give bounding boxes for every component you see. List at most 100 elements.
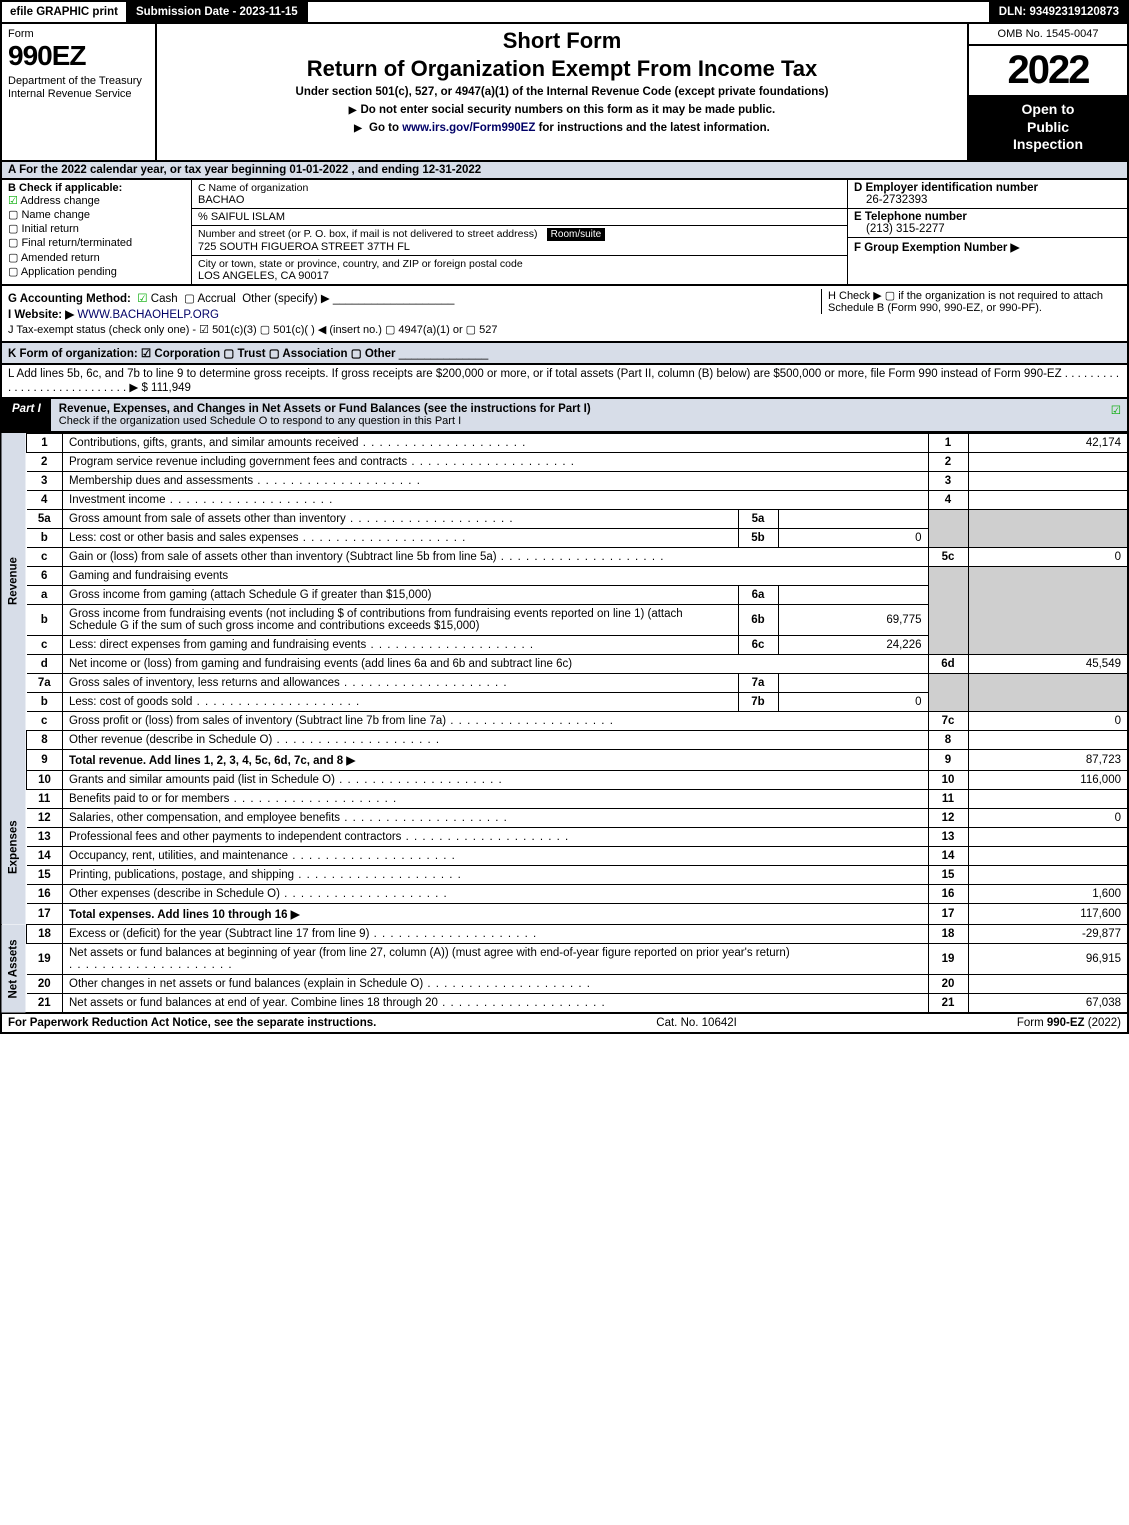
desc-19: Net assets or fund balances at beginning… bbox=[63, 943, 929, 974]
form-number: 990EZ bbox=[8, 40, 149, 72]
chk-accrual[interactable]: Accrual bbox=[197, 293, 235, 305]
desc-7a: Gross sales of inventory, less returns a… bbox=[63, 673, 739, 692]
num-17: 17 bbox=[928, 903, 968, 924]
website-link[interactable]: WWW.BACHAOHELP.ORG bbox=[77, 309, 219, 321]
shade-5-amt bbox=[968, 509, 1128, 547]
row-10: Expenses 10 Grants and similar amounts p… bbox=[1, 770, 1128, 789]
ln-6b: b bbox=[27, 604, 63, 635]
ln-5c: c bbox=[27, 547, 63, 566]
form-subtitle: Under section 501(c), 527, or 4947(a)(1)… bbox=[165, 86, 959, 98]
num-7c: 7c bbox=[928, 711, 968, 730]
shade-5 bbox=[928, 509, 968, 547]
chk-cash[interactable]: Cash bbox=[137, 293, 177, 305]
amt-4 bbox=[968, 490, 1128, 509]
desc-5b: Less: cost or other basis and sales expe… bbox=[63, 528, 739, 547]
desc-5a: Gross amount from sale of assets other t… bbox=[63, 509, 739, 528]
num-13: 13 bbox=[928, 827, 968, 846]
sub-6b: 6b bbox=[738, 604, 778, 635]
ln-6: 6 bbox=[27, 566, 63, 585]
side-expenses: Expenses bbox=[1, 770, 27, 924]
ssn-warning: Do not enter social security numbers on … bbox=[165, 104, 959, 116]
chk-initial-return[interactable]: Initial return bbox=[8, 222, 185, 236]
amt-13 bbox=[968, 827, 1128, 846]
sub-7b: 7b bbox=[738, 692, 778, 711]
ln-16: 16 bbox=[27, 884, 63, 903]
e-phone-label: E Telephone number bbox=[854, 211, 1121, 223]
shade-7-amt bbox=[968, 673, 1128, 711]
l-gross-receipts: L Add lines 5b, 6c, and 7b to line 9 to … bbox=[0, 365, 1129, 399]
amt-17: 117,600 bbox=[968, 903, 1128, 924]
ln-19: 19 bbox=[27, 943, 63, 974]
desc-10: Grants and similar amounts paid (list in… bbox=[63, 770, 929, 789]
row-15: 15 Printing, publications, postage, and … bbox=[1, 865, 1128, 884]
page-footer: For Paperwork Reduction Act Notice, see … bbox=[0, 1014, 1129, 1034]
subval-5b: 0 bbox=[778, 528, 928, 547]
amt-2 bbox=[968, 452, 1128, 471]
row-5c: c Gain or (loss) from sale of assets oth… bbox=[1, 547, 1128, 566]
row-6: 6 Gaming and fundraising events bbox=[1, 566, 1128, 585]
num-6d: 6d bbox=[928, 654, 968, 673]
num-2: 2 bbox=[928, 452, 968, 471]
row-a-period: A For the 2022 calendar year, or tax yea… bbox=[0, 162, 1129, 180]
row-19: 19 Net assets or fund balances at beginn… bbox=[1, 943, 1128, 974]
row-8: 8 Other revenue (describe in Schedule O)… bbox=[1, 730, 1128, 749]
h-note: H Check ▶ ▢ if the organization is not r… bbox=[821, 289, 1121, 314]
chk-final-return[interactable]: Final return/terminated bbox=[8, 236, 185, 250]
amt-8 bbox=[968, 730, 1128, 749]
f-group-label: F Group Exemption Number ▶ bbox=[854, 240, 1121, 254]
other-specify: Other (specify) ▶ bbox=[242, 293, 329, 305]
form-ref: Form 990-EZ (2022) bbox=[1017, 1017, 1121, 1029]
goto-post: for instructions and the latest informat… bbox=[535, 122, 770, 134]
ln-3: 3 bbox=[27, 471, 63, 490]
sub-6a: 6a bbox=[738, 585, 778, 604]
num-14: 14 bbox=[928, 846, 968, 865]
part-i-check[interactable] bbox=[1101, 399, 1127, 431]
desc-15: Printing, publications, postage, and shi… bbox=[63, 865, 929, 884]
amt-9: 87,723 bbox=[968, 749, 1128, 770]
ln-11: 11 bbox=[27, 789, 63, 808]
row-7a: 7a Gross sales of inventory, less return… bbox=[1, 673, 1128, 692]
paperwork-notice: For Paperwork Reduction Act Notice, see … bbox=[8, 1017, 376, 1029]
chk-application-pending[interactable]: Application pending bbox=[8, 265, 185, 279]
open-inspection: Open to Public Inspection bbox=[969, 95, 1127, 160]
care-of: % SAIFUL ISLAM bbox=[198, 211, 841, 223]
ln-17: 17 bbox=[27, 903, 63, 924]
amt-3 bbox=[968, 471, 1128, 490]
street-label: Number and street (or P. O. box, if mail… bbox=[198, 228, 537, 240]
amt-11 bbox=[968, 789, 1128, 808]
num-16: 16 bbox=[928, 884, 968, 903]
submission-date: Submission Date - 2023-11-15 bbox=[128, 2, 308, 22]
desc-1: Contributions, gifts, grants, and simila… bbox=[63, 433, 929, 452]
row-1: Revenue 1 Contributions, gifts, grants, … bbox=[1, 433, 1128, 452]
side-blank2 bbox=[1, 749, 27, 770]
amt-6d: 45,549 bbox=[968, 654, 1128, 673]
chk-address-change[interactable]: Address change bbox=[8, 194, 185, 208]
efile-label[interactable]: efile GRAPHIC print bbox=[2, 2, 128, 22]
irs-link[interactable]: www.irs.gov/Form990EZ bbox=[402, 122, 535, 134]
side-revenue: Revenue bbox=[1, 433, 27, 730]
c-name-label: C Name of organization bbox=[198, 182, 841, 194]
side-net-assets: Net Assets bbox=[1, 924, 27, 1013]
desc-14: Occupancy, rent, utilities, and maintena… bbox=[63, 846, 929, 865]
ln-5a: 5a bbox=[27, 509, 63, 528]
ln-21: 21 bbox=[27, 993, 63, 1013]
side-blank bbox=[1, 730, 27, 749]
header-right: OMB No. 1545-0047 2022 Open to Public In… bbox=[967, 24, 1127, 160]
ein: 26-2732393 bbox=[854, 194, 1121, 206]
chk-name-change[interactable]: Name change bbox=[8, 208, 185, 222]
shade-6-amt bbox=[968, 566, 1128, 654]
amt-18: -29,877 bbox=[968, 924, 1128, 943]
subval-7a bbox=[778, 673, 928, 692]
row-13: 13 Professional fees and other payments … bbox=[1, 827, 1128, 846]
row-14: 14 Occupancy, rent, utilities, and maint… bbox=[1, 846, 1128, 865]
desc-6a: Gross income from gaming (attach Schedul… bbox=[63, 585, 739, 604]
row-4: 4 Investment income 4 bbox=[1, 490, 1128, 509]
num-18: 18 bbox=[928, 924, 968, 943]
ln-7a: 7a bbox=[27, 673, 63, 692]
ln-8: 8 bbox=[27, 730, 63, 749]
ln-9: 9 bbox=[27, 749, 63, 770]
ln-1: 1 bbox=[27, 433, 63, 452]
desc-6c: Less: direct expenses from gaming and fu… bbox=[63, 635, 739, 654]
chk-amended-return[interactable]: Amended return bbox=[8, 251, 185, 265]
row-9: 9 Total revenue. Add lines 1, 2, 3, 4, 5… bbox=[1, 749, 1128, 770]
